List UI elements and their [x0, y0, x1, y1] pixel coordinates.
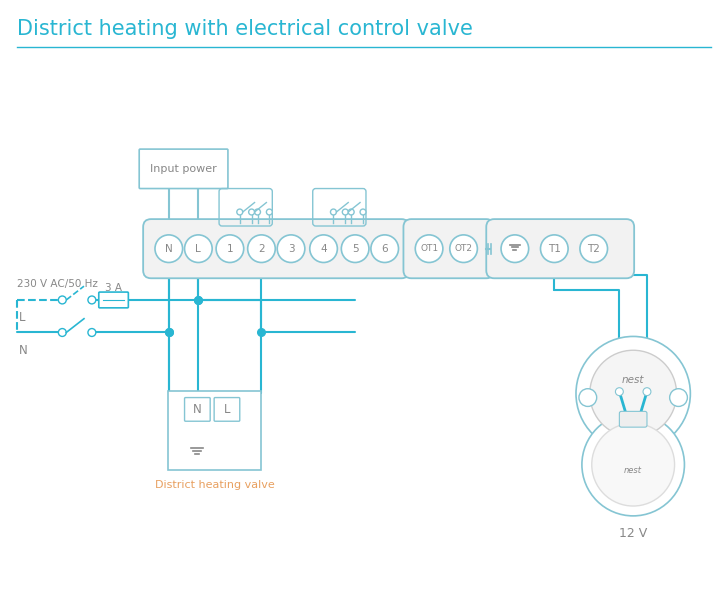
Circle shape [360, 209, 366, 215]
Circle shape [643, 388, 651, 396]
Circle shape [88, 296, 96, 304]
FancyBboxPatch shape [167, 391, 261, 469]
Circle shape [582, 413, 684, 516]
Circle shape [580, 235, 608, 263]
Circle shape [615, 388, 623, 396]
FancyBboxPatch shape [185, 397, 210, 421]
Circle shape [248, 235, 275, 263]
Text: OT2: OT2 [454, 244, 472, 253]
Circle shape [450, 235, 478, 263]
Circle shape [185, 235, 212, 263]
Circle shape [590, 350, 676, 437]
Circle shape [58, 328, 66, 336]
Text: L: L [196, 244, 201, 254]
Text: nest: nest [624, 466, 642, 475]
Circle shape [88, 328, 96, 336]
Text: N: N [19, 344, 28, 357]
Circle shape [310, 235, 337, 263]
Text: 12 V: 12 V [619, 527, 647, 540]
Circle shape [540, 235, 568, 263]
Circle shape [255, 209, 261, 215]
Circle shape [579, 388, 597, 406]
FancyBboxPatch shape [143, 219, 409, 278]
Circle shape [155, 235, 183, 263]
Circle shape [277, 235, 305, 263]
Circle shape [371, 235, 398, 263]
Text: 1: 1 [226, 244, 233, 254]
FancyBboxPatch shape [214, 397, 240, 421]
Text: Input power: Input power [150, 164, 217, 174]
Circle shape [342, 209, 348, 215]
Text: nest: nest [622, 375, 644, 385]
Circle shape [501, 235, 529, 263]
Circle shape [331, 209, 336, 215]
Text: L: L [223, 403, 230, 416]
Circle shape [58, 296, 66, 304]
FancyBboxPatch shape [99, 292, 128, 308]
Circle shape [576, 336, 690, 451]
Text: District heating valve: District heating valve [155, 481, 274, 490]
Text: 4: 4 [320, 244, 327, 254]
FancyBboxPatch shape [486, 219, 634, 278]
Text: District heating with electrical control valve: District heating with electrical control… [17, 19, 472, 39]
Text: 230 V AC/50 Hz: 230 V AC/50 Hz [17, 279, 98, 289]
FancyBboxPatch shape [620, 412, 647, 427]
Circle shape [348, 209, 354, 215]
Text: N: N [165, 244, 173, 254]
Text: 3 A: 3 A [105, 283, 122, 293]
FancyBboxPatch shape [139, 149, 228, 188]
Circle shape [341, 235, 369, 263]
Circle shape [415, 235, 443, 263]
Text: 2: 2 [258, 244, 265, 254]
Text: 6: 6 [381, 244, 388, 254]
Text: 3: 3 [288, 244, 294, 254]
Circle shape [249, 209, 255, 215]
Circle shape [237, 209, 242, 215]
Text: L: L [19, 311, 25, 324]
Circle shape [266, 209, 272, 215]
Text: T1: T1 [548, 244, 561, 254]
Circle shape [670, 388, 687, 406]
Text: OT1: OT1 [420, 244, 438, 253]
FancyBboxPatch shape [403, 219, 494, 278]
Text: 5: 5 [352, 244, 358, 254]
Text: T2: T2 [587, 244, 600, 254]
Text: N: N [193, 403, 202, 416]
Circle shape [216, 235, 244, 263]
Circle shape [592, 423, 675, 506]
